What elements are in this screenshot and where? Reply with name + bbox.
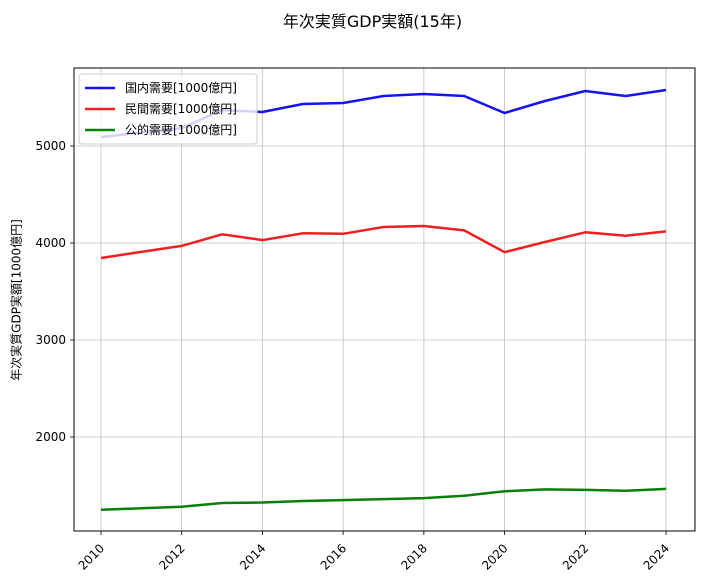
series-line-1 bbox=[100, 224, 667, 260]
axes-frame bbox=[73, 67, 696, 532]
legend-label: 民間需要[1000億円] bbox=[125, 102, 237, 116]
x-tick-label: 2024 bbox=[641, 541, 672, 572]
chart-title: 年次実質GDP実額(15年) bbox=[282, 12, 463, 31]
series-line-2 bbox=[100, 487, 667, 512]
x-tick-label: 2018 bbox=[398, 541, 429, 572]
x-tick-label: 2012 bbox=[156, 541, 187, 572]
y-tick-label: 3000 bbox=[35, 333, 66, 347]
x-axis-ticks: 2010 2012 2014 2016 2018 2020 2022 2024 bbox=[76, 531, 672, 573]
x-tick-label: 2016 bbox=[318, 541, 349, 572]
legend-label: 国内需要[1000億円] bbox=[125, 81, 237, 95]
y-axis-ticks: 2000 3000 4000 5000 bbox=[35, 139, 74, 444]
legend-box bbox=[78, 73, 258, 145]
y-tick-label: 4000 bbox=[35, 236, 66, 250]
series-lines bbox=[100, 88, 667, 512]
x-tick-label: 2020 bbox=[479, 541, 510, 572]
x-tick-label: 2022 bbox=[560, 541, 591, 572]
legend: 国内需要[1000億円] 民間需要[1000億円] 公的需要[1000億円] bbox=[78, 73, 258, 145]
x-tick-label: 2014 bbox=[237, 541, 268, 572]
grid-lines bbox=[74, 68, 695, 531]
x-tick-label: 2010 bbox=[76, 541, 107, 572]
y-tick-label: 5000 bbox=[35, 139, 66, 153]
legend-label: 公的需要[1000億円] bbox=[125, 122, 237, 137]
y-tick-label: 2000 bbox=[35, 430, 66, 444]
